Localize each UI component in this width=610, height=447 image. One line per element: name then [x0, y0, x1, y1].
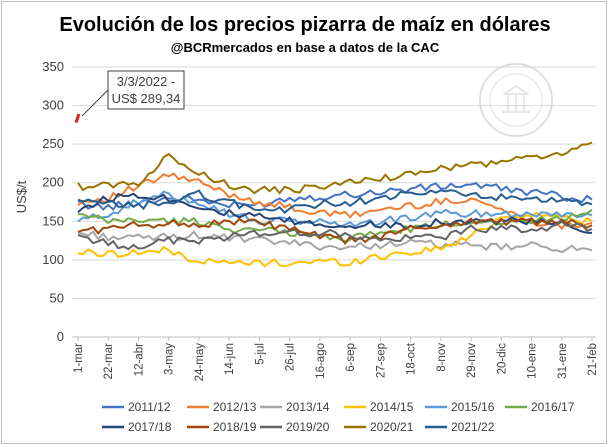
x-tick-label: 6-sep [345, 343, 357, 372]
highlight-series [74, 113, 81, 124]
series-line-2020-21 [77, 141, 593, 195]
x-tick-label: 26-jul [285, 343, 297, 371]
y-tick-label: 50 [50, 290, 64, 305]
legend-label: 2017/18 [128, 420, 172, 434]
y-axis-label: US$/t [14, 180, 29, 213]
y-tick-label: 200 [42, 175, 64, 190]
series-lines [77, 141, 593, 268]
x-tick-label: 16-ago [315, 343, 327, 379]
y-axis-ticks: 0 50 100 150 200 250 300 350 [42, 59, 64, 344]
series-line-2015-16 [77, 190, 593, 229]
x-tick-label: 18-oct [406, 342, 418, 375]
x-tick-label: 21-feb [587, 343, 599, 376]
x-tick-label: 24-may [194, 343, 206, 382]
x-tick-label: 27-sep [375, 343, 387, 378]
highlight-line [74, 113, 81, 124]
legend-label: 2019/20 [286, 420, 330, 434]
x-tick-label: 14-jun [224, 343, 236, 375]
y-tick-label: 0 [57, 329, 64, 344]
watermark-seal [479, 63, 553, 137]
series-line-2019-20 [77, 220, 593, 251]
chart-subtitle: @BCRmercados en base a datos de la CAC [171, 40, 440, 55]
x-tick-label: 3-may [164, 343, 176, 375]
series-line-2017-18 [77, 192, 593, 234]
y-tick-label: 350 [42, 59, 64, 74]
series-line-2011-12 [77, 181, 593, 212]
series-line-2014-15 [77, 211, 593, 268]
legend-label: 2015/16 [451, 400, 495, 414]
y-tick-label: 250 [42, 136, 64, 151]
x-tick-label: 31-ene [557, 343, 569, 379]
x-tick-label: 12-abr [133, 343, 145, 376]
series-line-2021-22 [77, 189, 593, 215]
legend-label: 2011/12 [128, 400, 171, 414]
x-tick-label: 22-mar [103, 343, 115, 380]
legend-label: 2013/14 [286, 400, 330, 414]
x-tick-label: 8-nov [436, 343, 448, 372]
y-tick-label: 300 [42, 98, 64, 113]
legend-label: 2020/21 [370, 420, 414, 434]
annotation-line2: US$ 289,34 [112, 91, 181, 106]
legend-label: 2021/22 [451, 420, 495, 434]
y-tick-label: 100 [42, 252, 64, 267]
x-tick-label: 5-jul [254, 343, 266, 365]
annotation-line1: 3/3/2022 - [117, 74, 176, 89]
x-tick-label: 20-dic [496, 343, 508, 375]
x-tick-label: 29-nov [466, 343, 478, 378]
series-line-2013-14 [77, 230, 593, 254]
legend-label: 2016/17 [531, 400, 575, 414]
x-tick-label: 10-ene [527, 343, 539, 379]
legend-label: 2012/13 [213, 400, 257, 414]
legend: 2011/12 2012/13 2013/14 2014/15 2015/16 2016/… [102, 400, 575, 434]
chart-title: Evolución de los precios pizarra de maíz… [59, 14, 550, 36]
series-line-2018-19 [77, 217, 593, 246]
annotation-callout: 3/3/2022 - US$ 289,34 [81, 70, 185, 117]
legend-label: 2014/15 [370, 400, 414, 414]
x-axis-ticks: 1-mar 22-mar 12-abr 3-may 24-may 14-jun 5-jul 2… [73, 337, 599, 381]
x-tick-label: 1-mar [73, 343, 85, 373]
y-tick-label: 150 [42, 213, 64, 228]
legend-label: 2018/19 [213, 420, 257, 434]
